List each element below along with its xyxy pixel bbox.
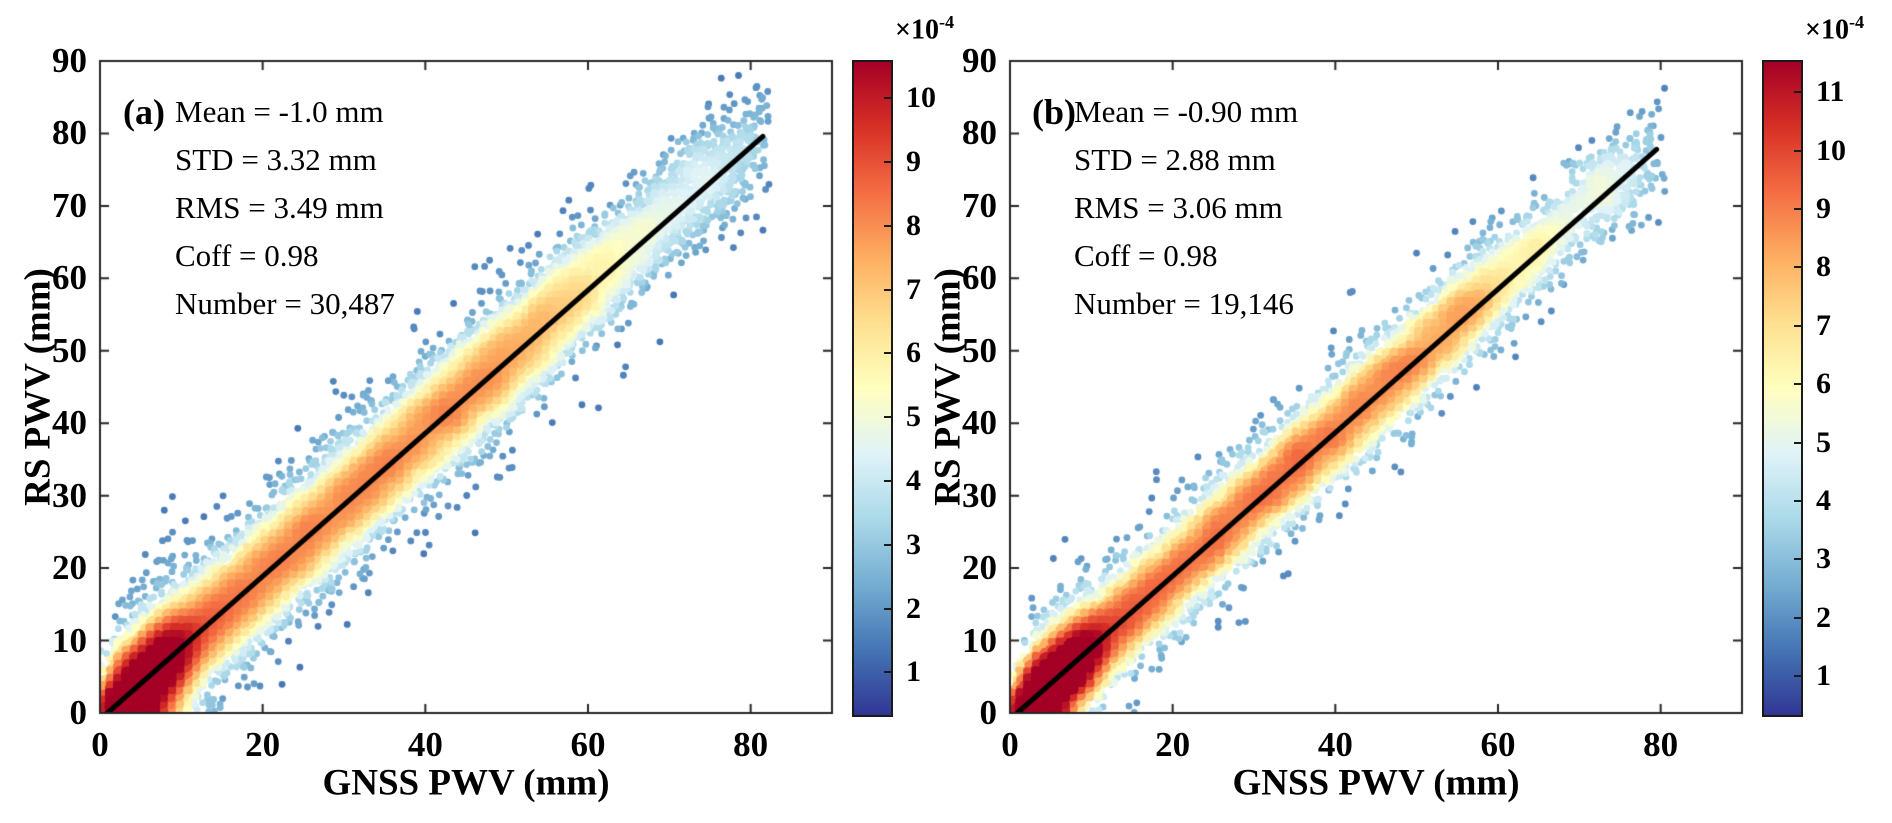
- panel-a-x-tick-label: 20: [245, 725, 281, 764]
- colorbar-tick-mark: [884, 352, 892, 355]
- panel-a-x-tick-label: 40: [407, 725, 443, 764]
- colorbar-tick-mark: [1794, 91, 1802, 94]
- colorbar-tick-mark: [884, 479, 892, 482]
- panel-b-y-tick-label: 80: [962, 113, 997, 153]
- panel-b-y-tick-label: 70: [962, 185, 997, 225]
- panel-b-y-tick-label: 0: [979, 693, 998, 732]
- panel-b-colorbar-tick-label: 6: [1816, 367, 1831, 401]
- panel-a-colorbar-tick-label: 2: [906, 591, 921, 625]
- panel-a-y-tick-label: 90: [52, 41, 87, 80]
- panel-b-y-tick-label: 20: [962, 548, 997, 588]
- panel-b-x-tick-label: 60: [1480, 725, 1516, 764]
- colorbar-tick-mark: [884, 288, 892, 291]
- panel-b-colorbar-tick-label: 1: [1816, 659, 1831, 693]
- panel-a-label: (a): [123, 92, 165, 132]
- panel-b-stat-rms: RMS = 3.06 mm: [1074, 190, 1283, 225]
- panel-a-stats-block: Mean = -1.0 mm STD = 3.32 mm RMS = 3.49 …: [175, 88, 395, 328]
- panel-a-y-tick-label: 60: [52, 258, 87, 298]
- panel-b-colorbar-tick-label: 4: [1816, 483, 1831, 517]
- panel-b-colorbar-tick-label: 10: [1816, 133, 1846, 167]
- panel-b-y-tick-label: 30: [962, 475, 997, 515]
- colorbar-tick-mark: [1794, 616, 1802, 619]
- panel-b-label: (b): [1032, 92, 1076, 132]
- colorbar-tick-mark: [884, 224, 892, 227]
- panel-b-stats-block: Mean = -0.90 mm STD = 2.88 mm RMS = 3.06…: [1074, 88, 1298, 328]
- panel-b-colorbar-tick-label: 9: [1816, 191, 1831, 225]
- panel-b-y-tick-label: 60: [962, 258, 997, 298]
- panel-a-y-tick-label: 40: [52, 403, 87, 443]
- colorbar-tick-mark: [1794, 558, 1802, 561]
- panel-a-stat-rms: RMS = 3.49 mm: [175, 190, 384, 225]
- panel-a-x-tick-label: 0: [91, 725, 109, 764]
- panel-b-stat-std: STD = 2.88 mm: [1074, 142, 1276, 177]
- panel-b-colorbar-tick-label: 2: [1816, 600, 1831, 634]
- panel-a-colorbar-tick-label: 3: [906, 527, 921, 561]
- panel-b-colorbar-tick-label: 3: [1816, 542, 1831, 576]
- panel-b-stat-number: Number = 19,146: [1074, 286, 1294, 321]
- panel-b-x-tick-label: 0: [1001, 725, 1019, 764]
- colorbar-tick-mark: [1794, 324, 1802, 327]
- panel-a-colorbar-tick-label: 4: [906, 463, 921, 497]
- panel-a-y-tick-label: 20: [52, 548, 87, 588]
- panel-b-x-axis-label: GNSS PWV (mm): [1232, 762, 1520, 804]
- panel-a-colorbar-tick-label: 7: [906, 272, 921, 306]
- panel-a-y-tick-label: 0: [69, 693, 88, 732]
- colorbar-tick-mark: [884, 543, 892, 546]
- panel-a-colorbar-tick-label: 6: [906, 336, 921, 370]
- panel-a-y-tick-label: 50: [52, 330, 87, 370]
- panel-b-x-tick-label: 80: [1643, 725, 1679, 764]
- panel-a-y-axis-label: RS PWV (mm): [17, 268, 59, 506]
- colorbar-tick-mark: [1794, 675, 1802, 678]
- panel-a-x-axis-label: GNSS PWV (mm): [322, 762, 610, 804]
- colorbar-tick-mark: [1794, 383, 1802, 386]
- panel-b-x-tick-label: 40: [1317, 725, 1353, 764]
- colorbar-tick-mark: [884, 607, 892, 610]
- colorbar-tick-mark: [1794, 207, 1802, 210]
- panel-a-y-tick-label: 70: [52, 185, 87, 225]
- panel-b-y-axis-label: RS PWV (mm): [927, 268, 969, 506]
- panel-b-y-tick-label: 90: [962, 41, 997, 80]
- panel-a-stat-coff: Coff = 0.98: [175, 238, 319, 273]
- colorbar-tick-mark: [884, 416, 892, 419]
- panel-a-colorbar-tick-label: 8: [906, 208, 921, 242]
- colorbar-tick-mark: [1794, 149, 1802, 152]
- panel-b-x-tick-label: 20: [1155, 725, 1191, 764]
- colorbar-tick-mark: [884, 671, 892, 674]
- panel-b-y-tick-label: 40: [962, 403, 997, 443]
- panel-b-stat-mean: Mean = -0.90 mm: [1074, 94, 1299, 129]
- panel-a-x-tick-label: 60: [570, 725, 606, 764]
- colorbar-tick-mark: [884, 97, 892, 100]
- panel-b-stat-coff: Coff = 0.98: [1074, 238, 1218, 273]
- panel-a-y-tick-label: 30: [52, 475, 87, 515]
- panel-a-stat-mean: Mean = -1.0 mm: [175, 94, 384, 129]
- panel-b-colorbar: [1762, 60, 1803, 717]
- panel-b-colorbar-tick-label: 5: [1816, 425, 1831, 459]
- panel-a-colorbar-exponent: ×10-4: [895, 12, 955, 46]
- panel-b-colorbar-tick-label: 11: [1816, 75, 1845, 109]
- panel-a-colorbar-tick-label: 9: [906, 145, 921, 179]
- panel-a-colorbar: [852, 60, 893, 717]
- panel-a-y-tick-label: 10: [52, 620, 87, 660]
- panel-b-y-tick-label: 50: [962, 330, 997, 370]
- colorbar-tick-mark: [1794, 499, 1802, 502]
- panel-a-stat-std: STD = 3.32 mm: [175, 142, 377, 177]
- panel-b-y-tick-label: 10: [962, 620, 997, 660]
- colorbar-tick-mark: [1794, 441, 1802, 444]
- panel-a-colorbar-tick-label: 1: [906, 655, 921, 689]
- panel-a-colorbar-tick-label: 5: [906, 400, 921, 434]
- panel-a-x-tick-label: 80: [733, 725, 769, 764]
- panel-a-colorbar-tick-label: 10: [906, 81, 936, 115]
- panel-b-colorbar-exponent: ×10-4: [1805, 12, 1865, 46]
- panel-b-colorbar-tick-label: 7: [1816, 308, 1831, 342]
- colorbar-tick-mark: [1794, 266, 1802, 269]
- panel-b-colorbar-tick-label: 8: [1816, 250, 1831, 284]
- panel-a-stat-number: Number = 30,487: [175, 286, 395, 321]
- colorbar-tick-mark: [884, 161, 892, 164]
- panel-a-y-tick-label: 80: [52, 113, 87, 153]
